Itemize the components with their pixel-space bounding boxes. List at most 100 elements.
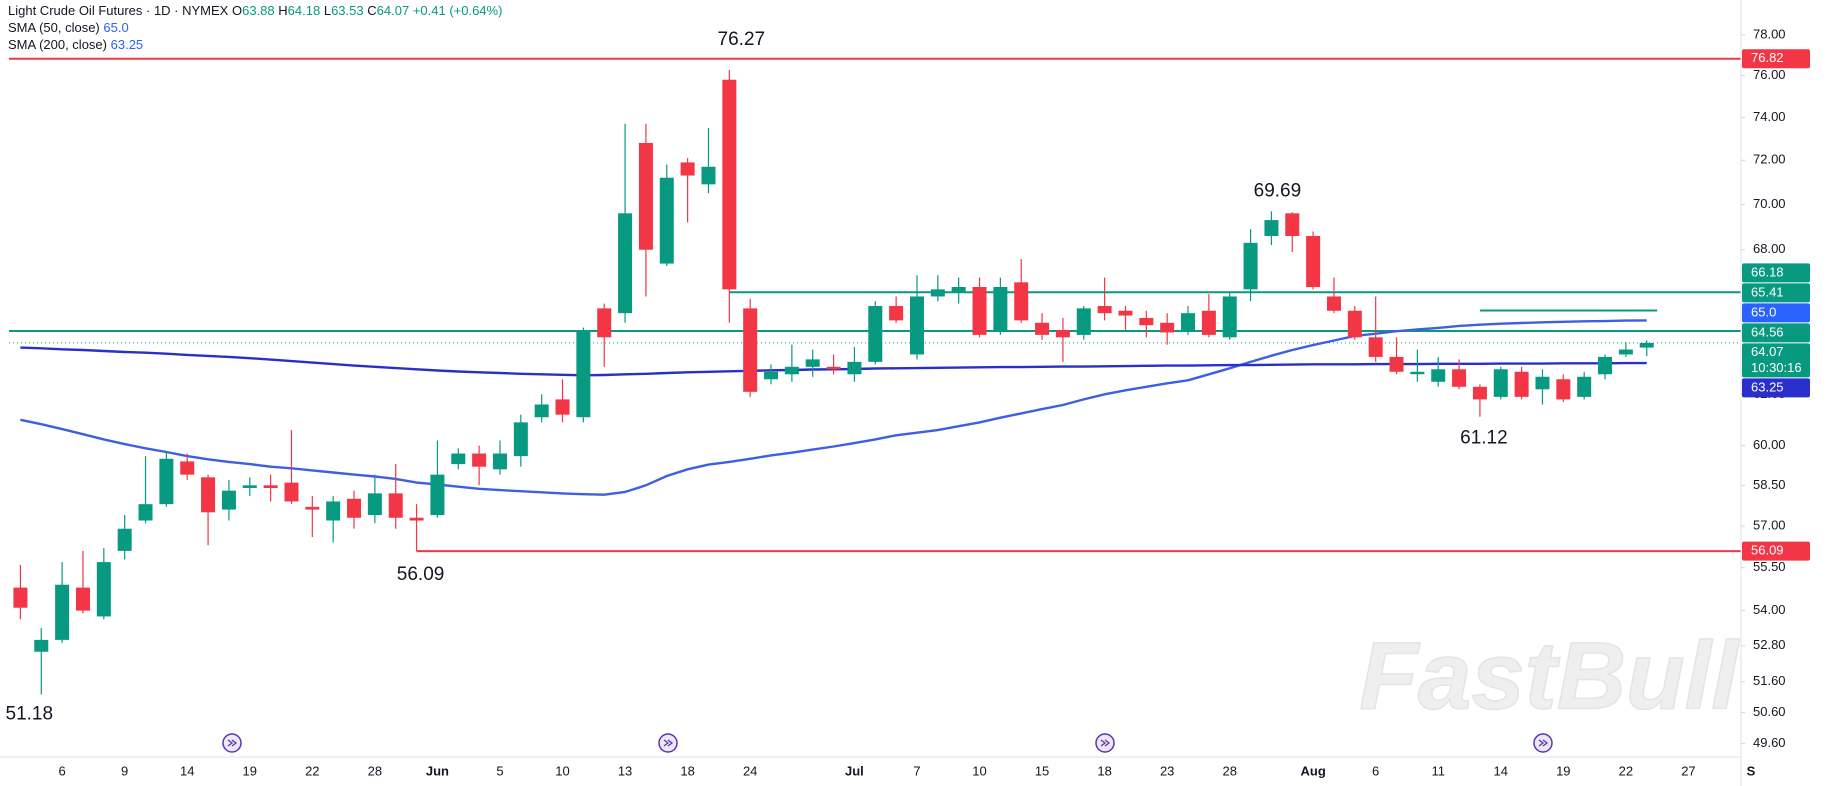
y-tick-label: 68.00 xyxy=(1753,241,1786,256)
price-tag xyxy=(1742,49,1810,69)
y-tick-label: 74.00 xyxy=(1753,109,1786,124)
candle-body xyxy=(1472,386,1487,400)
candle-body xyxy=(638,142,653,250)
x-tick-label: 27 xyxy=(1681,763,1695,778)
price-annotation: 56.09 xyxy=(397,564,445,585)
y-tick-label: 72.00 xyxy=(1753,152,1786,167)
candle-body xyxy=(1556,379,1571,400)
x-tick-label: 9 xyxy=(121,763,128,778)
quote-value: 64.07 xyxy=(376,3,410,18)
candle-body xyxy=(409,517,424,521)
candle-body xyxy=(159,458,174,505)
candle-body xyxy=(221,490,236,510)
y-tick-label: 54.00 xyxy=(1753,602,1786,617)
candle-body xyxy=(1431,369,1446,382)
event-icon[interactable] xyxy=(658,733,678,753)
y-tick-label: 78.00 xyxy=(1753,26,1786,41)
candle-body xyxy=(1243,242,1258,290)
x-tick-label: Jun xyxy=(426,763,449,778)
x-tick-label: 18 xyxy=(1097,763,1111,778)
candle-body xyxy=(1639,342,1654,348)
candle-body xyxy=(764,371,779,380)
quote-change: +0.41 (+0.64%) xyxy=(412,3,503,18)
candle-body xyxy=(597,308,612,338)
price-annotation: 76.27 xyxy=(718,29,766,50)
axes: 78.0076.0074.0072.0070.0068.0062.0060.00… xyxy=(59,26,1810,778)
candle-body xyxy=(1514,371,1529,397)
legend-row: SMA (50, close) 65.0 xyxy=(8,19,502,36)
y-tick-label: 51.60 xyxy=(1753,673,1786,688)
candle-body xyxy=(1326,296,1341,311)
y-tick-label: 70.00 xyxy=(1753,196,1786,211)
candle-body xyxy=(96,562,111,617)
candle-body xyxy=(1493,369,1508,397)
candle-body xyxy=(1222,296,1237,338)
candle-body xyxy=(1618,349,1633,355)
price-tag-label: 65.41 xyxy=(1751,284,1784,299)
quote-key: O xyxy=(231,3,243,18)
price-tag xyxy=(1742,541,1810,561)
candle-body xyxy=(1389,356,1404,372)
candle-body xyxy=(472,453,487,467)
candle-body xyxy=(1306,235,1321,288)
x-tick-label: 19 xyxy=(243,763,257,778)
legend: Light Crude Oil Futures · 1D · NYMEX O63… xyxy=(8,2,502,53)
price-tag xyxy=(1742,378,1810,398)
price-annotation: 51.18 xyxy=(6,704,54,725)
x-tick-label: Aug xyxy=(1300,763,1325,778)
event-icon[interactable] xyxy=(1533,733,1553,753)
candle-body xyxy=(826,366,841,370)
candle-body xyxy=(993,287,1008,331)
candle-body xyxy=(305,506,320,510)
x-tick-label: 13 xyxy=(618,763,632,778)
x-tick-label: Jul xyxy=(845,763,864,778)
x-tick-label: 28 xyxy=(1222,763,1236,778)
candle-body xyxy=(701,166,716,185)
x-tick-label: 24 xyxy=(743,763,757,778)
quote-key: L xyxy=(323,3,332,18)
y-tick-label: 52.80 xyxy=(1753,637,1786,652)
x-tick-label: 10 xyxy=(555,763,569,778)
candle-body xyxy=(1139,317,1154,326)
candle-body xyxy=(972,287,987,335)
candle-body xyxy=(201,477,216,513)
price-tag xyxy=(1742,323,1810,343)
quote-key: C xyxy=(367,3,377,18)
x-tick-label: 15 xyxy=(1035,763,1049,778)
candle-body xyxy=(138,504,153,521)
candle-body xyxy=(1535,376,1550,390)
y-tick-label: 60.00 xyxy=(1753,437,1786,452)
event-icon[interactable] xyxy=(222,733,242,753)
candle-body xyxy=(1014,282,1029,321)
x-tick-label: 23 xyxy=(1160,763,1174,778)
candle-body xyxy=(1201,310,1216,335)
candle-body xyxy=(34,639,49,652)
quote-value: 63.53 xyxy=(331,3,364,18)
quote-value: 63.88 xyxy=(242,3,275,18)
candle-body xyxy=(430,474,445,516)
price-tag-label: 56.09 xyxy=(1751,543,1784,558)
candle-body xyxy=(55,584,70,640)
y-tick-label: 58.50 xyxy=(1753,477,1786,492)
y-tick-label: 55.50 xyxy=(1753,559,1786,574)
price-tag-label: 64.07 xyxy=(1751,344,1784,359)
indicator-value: 65.0 xyxy=(103,20,129,35)
candle-body xyxy=(659,177,674,264)
price-tag-label: 63.25 xyxy=(1751,379,1784,394)
candle-body xyxy=(1160,322,1175,333)
legend-row: Light Crude Oil Futures · 1D · NYMEX O63… xyxy=(8,2,502,19)
candle-body xyxy=(13,587,28,608)
candle-body xyxy=(75,587,90,611)
price-tag-label: 64.56 xyxy=(1751,324,1784,339)
price-tag-label: 76.82 xyxy=(1751,50,1784,65)
quote-key: H xyxy=(278,3,288,18)
candle-body xyxy=(1577,376,1592,397)
x-tick-label: 7 xyxy=(913,763,920,778)
candle-body xyxy=(1368,337,1383,357)
candle-body xyxy=(388,493,403,518)
event-icon[interactable] xyxy=(1095,733,1115,753)
price-tag-label: 10:30:16 xyxy=(1751,360,1802,375)
indicator-name: SMA (50, close) xyxy=(8,20,100,35)
candle-body xyxy=(618,213,633,314)
